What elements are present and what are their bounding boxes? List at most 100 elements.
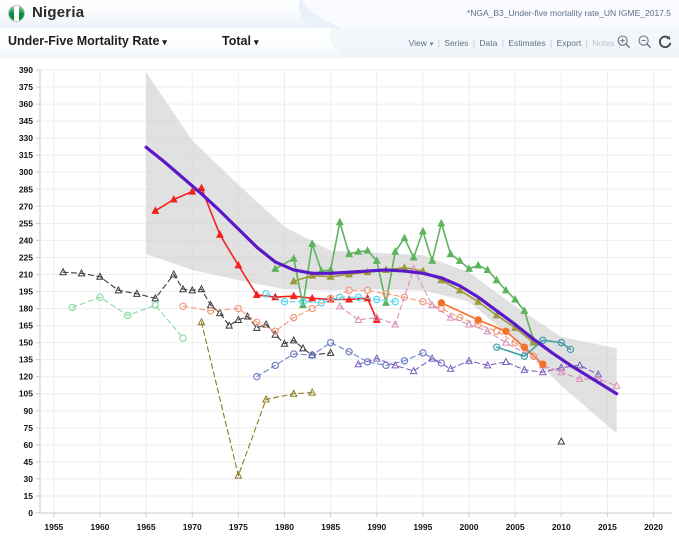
data-point	[372, 313, 381, 321]
y-axis-tick-label: 45	[24, 457, 34, 467]
data-point	[179, 284, 187, 293]
data-point	[455, 256, 464, 264]
series-line	[339, 268, 618, 387]
data-point	[363, 246, 372, 254]
data-point	[520, 306, 529, 314]
x-axis-tick-label: 1975	[229, 522, 248, 532]
y-axis-tick-label: 15	[24, 491, 34, 501]
chevron-down-icon-2: ▾	[253, 37, 259, 47]
indicator-dropdown[interactable]: Under-Five Mortality Rate ▾	[8, 34, 167, 48]
series-line	[495, 339, 572, 358]
refresh-icon[interactable]	[657, 33, 673, 51]
mortality-chart[interactable]: 0 15 30 45 60 75 90 105 120 135 150 165 180 195 210 225…	[0, 58, 679, 538]
data-point	[335, 217, 344, 226]
data-point	[289, 291, 298, 300]
series-line	[71, 296, 184, 339]
data-point	[391, 360, 400, 369]
menu-sep-4: |	[550, 38, 553, 48]
data-point	[114, 285, 123, 294]
menu-sep-1: |	[437, 38, 440, 48]
data-point	[382, 298, 390, 306]
chart-area[interactable]: 0 15 30 45 60 75 90 105 120 135 150 165 180 195 210 225…	[0, 58, 679, 538]
y-axis-tick-label: 225	[19, 252, 33, 262]
sex-dropdown[interactable]: Total ▾	[222, 34, 258, 48]
data-point	[391, 247, 400, 255]
data-point	[428, 354, 437, 362]
menu-sep-6: |	[618, 38, 621, 48]
series-line	[274, 221, 535, 342]
data-point	[437, 218, 446, 227]
data-point	[474, 316, 482, 324]
y-axis-tick-label: 345	[19, 116, 33, 126]
chevron-down-icon: ▾	[162, 37, 167, 47]
data-point	[308, 388, 317, 396]
data-point	[225, 321, 234, 329]
data-point	[308, 293, 317, 302]
zoom-out-icon[interactable]	[637, 33, 653, 51]
y-axis-tick-label: 390	[19, 65, 33, 75]
menu-item-view[interactable]: View	[408, 38, 427, 48]
x-axis-tick-label: 2000	[460, 522, 479, 532]
menu-sep-5: |	[585, 38, 588, 48]
data-point	[575, 360, 584, 369]
data-point	[446, 364, 455, 372]
menu-item-notes: Notes	[592, 38, 615, 48]
data-point	[280, 339, 289, 347]
x-axis-tick-label: 1995	[413, 522, 432, 532]
data-point	[474, 260, 483, 269]
data-point	[96, 272, 104, 280]
data-point	[363, 286, 372, 295]
data-point	[262, 290, 270, 298]
series-line	[182, 289, 535, 357]
y-axis-tick-label: 360	[19, 99, 33, 109]
igme-trend-line	[144, 145, 619, 396]
y-axis-tick-label: 0	[28, 508, 33, 518]
data-point	[493, 343, 501, 351]
zoom-in-icon[interactable]	[616, 33, 632, 51]
data-point	[391, 298, 399, 306]
data-point	[326, 294, 335, 303]
menu-item-export[interactable]: Export	[556, 38, 582, 48]
data-point	[566, 345, 575, 354]
data-point	[151, 293, 160, 302]
data-point	[336, 293, 344, 301]
x-axis-tick-label: 1965	[137, 522, 156, 532]
x-axis-tick-label: 1955	[44, 522, 63, 532]
uncertainty-band	[146, 72, 617, 434]
data-point	[132, 289, 141, 297]
data-point	[428, 256, 437, 264]
data-point	[317, 299, 326, 307]
y-axis-tick-label: 75	[24, 423, 34, 433]
y-axis-tick-label: 210	[19, 269, 33, 279]
data-point	[575, 374, 584, 383]
data-point	[169, 195, 178, 203]
data-point	[326, 348, 335, 356]
y-axis-tick-label: 150	[19, 338, 33, 348]
x-axis-tick-label: 2010	[552, 522, 571, 532]
menu-item-estimates[interactable]: Estimates	[508, 38, 546, 48]
x-axis-tick-label: 1980	[275, 522, 294, 532]
menu-item-series[interactable]: Series	[444, 38, 469, 48]
data-point	[215, 308, 224, 317]
data-point	[372, 315, 381, 323]
menu-sep-2: |	[472, 38, 476, 48]
data-point	[289, 389, 298, 397]
data-point	[326, 338, 335, 347]
data-point	[372, 354, 381, 362]
data-point	[271, 327, 279, 335]
data-point	[197, 317, 206, 326]
data-point	[308, 239, 317, 247]
data-point	[354, 293, 363, 301]
data-point	[557, 338, 565, 347]
data-point	[151, 301, 160, 309]
data-point	[557, 367, 566, 376]
toolbar-menu: View ▾ | Series | Data | Estimates | Expo…	[409, 38, 623, 48]
data-point	[179, 334, 187, 342]
data-point	[465, 319, 473, 328]
indicator-dropdown-label: Under-Five Mortality Rate	[8, 34, 160, 48]
sex-dropdown-label: Total	[222, 34, 251, 48]
x-axis-tick-label: 1960	[91, 522, 110, 532]
app-header: Nigeria *NGA_B3_Under-five mortality rat…	[0, 0, 679, 29]
menu-item-data[interactable]: Data	[479, 38, 498, 48]
